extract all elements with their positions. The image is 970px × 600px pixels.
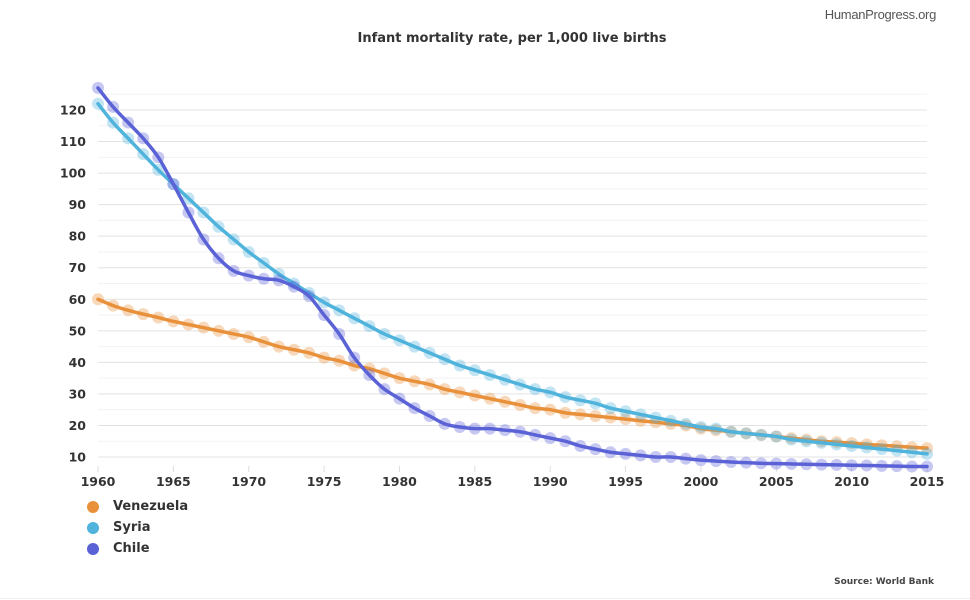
x-tick-label: 1985 xyxy=(457,474,492,489)
x-tick-label: 1960 xyxy=(81,474,116,489)
legend: Venezuela Syria Chile xyxy=(87,496,188,559)
y-tick-label: 30 xyxy=(69,386,87,401)
y-axis: 10 20 30 40 50 60 70 80 90 100 110 120 xyxy=(60,103,86,465)
y-tick-label: 100 xyxy=(60,166,86,181)
legend-item-chile[interactable]: Chile xyxy=(87,538,188,559)
x-tick-label: 2015 xyxy=(910,474,945,489)
x-axis: 1960 1965 1970 1975 1980 1985 1990 1995 2000 2005… xyxy=(81,466,945,489)
x-tick-label: 1995 xyxy=(608,474,643,489)
x-tick-label: 2005 xyxy=(759,474,794,489)
y-tick-label: 120 xyxy=(60,103,86,118)
series-syria xyxy=(92,97,933,460)
x-tick-label: 1975 xyxy=(307,474,342,489)
x-tick-label: 2000 xyxy=(684,474,719,489)
x-tick-label: 1970 xyxy=(231,474,266,489)
y-tick-label: 50 xyxy=(69,323,87,338)
gridlines xyxy=(98,93,927,458)
y-tick-label: 80 xyxy=(69,229,87,244)
y-tick-label: 10 xyxy=(69,450,87,465)
x-tick-label: 1980 xyxy=(382,474,417,489)
legend-label: Chile xyxy=(113,541,150,556)
brand-label[interactable]: HumanProgress.org xyxy=(824,7,937,22)
bottom-divider xyxy=(0,598,970,599)
series-line xyxy=(96,101,929,456)
legend-label: Venezuela xyxy=(113,499,189,514)
legend-marker-icon xyxy=(87,521,99,534)
y-tick-label: 110 xyxy=(60,134,86,149)
y-tick-label: 40 xyxy=(69,355,87,370)
legend-marker-icon xyxy=(87,500,99,513)
y-tick-label: 70 xyxy=(69,260,87,275)
series-group xyxy=(92,81,933,473)
y-tick-label: 20 xyxy=(69,418,87,433)
series-line xyxy=(96,86,929,469)
y-tick-label: 60 xyxy=(69,292,87,307)
legend-marker-icon xyxy=(87,542,99,555)
legend-label: Syria xyxy=(113,520,151,535)
source-note: Source: World Bank xyxy=(834,577,934,587)
series-chile xyxy=(92,81,933,473)
series-venezuela xyxy=(92,293,933,455)
legend-item-syria[interactable]: Syria xyxy=(87,517,188,538)
legend-item-venezuela[interactable]: Venezuela xyxy=(87,496,188,517)
x-tick-label: 1990 xyxy=(533,474,568,489)
chart-title: Infant mortality rate, per 1,000 live bi… xyxy=(357,31,667,46)
x-tick-label: 2010 xyxy=(834,474,869,489)
y-tick-label: 90 xyxy=(69,197,87,212)
x-tick-label: 1965 xyxy=(156,474,191,489)
